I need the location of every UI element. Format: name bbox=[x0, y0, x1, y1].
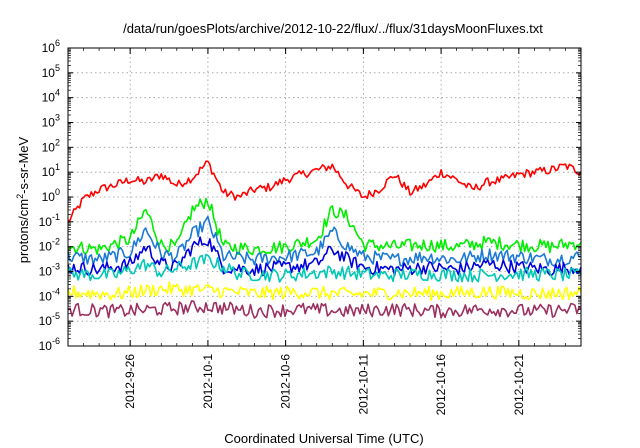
y-tick-exp: 3 bbox=[55, 113, 60, 123]
series-line bbox=[67, 236, 582, 277]
y-tick-label: 102 bbox=[42, 137, 60, 154]
y-tick-label: 100 bbox=[42, 187, 60, 204]
y-tick-label: 105 bbox=[42, 63, 60, 80]
x-tick-label: 2012-10-21 bbox=[512, 354, 526, 416]
y-tick-exp: 1 bbox=[55, 162, 60, 172]
y-tick-label: 106 bbox=[42, 38, 60, 55]
series-line bbox=[67, 300, 582, 319]
y-tick-base: 10 bbox=[39, 240, 53, 254]
y-axis-label-sup: 2 bbox=[15, 194, 25, 199]
y-tick-base: 10 bbox=[42, 91, 56, 105]
x-tick-label: 2012-9-26 bbox=[123, 354, 137, 409]
y-tick-exp: 4 bbox=[55, 88, 60, 98]
y-tick-label: 101 bbox=[42, 162, 60, 179]
y-tick-label: 10-4 bbox=[39, 286, 60, 303]
y-tick-exp: -1 bbox=[52, 212, 60, 222]
y-tick-exp: 2 bbox=[55, 137, 60, 147]
chart-title: /data/run/goesPlots/archive/2012-10-22/f… bbox=[123, 21, 543, 36]
series-line bbox=[67, 281, 582, 301]
y-tick-exp: -6 bbox=[52, 336, 60, 346]
y-tick-exp: 5 bbox=[55, 63, 60, 73]
y-tick-base: 10 bbox=[39, 215, 53, 229]
y-tick-label: 104 bbox=[42, 88, 60, 105]
y-tick-label: 10-5 bbox=[39, 311, 60, 328]
series-line bbox=[67, 197, 582, 256]
x-axis: 2012-9-26 2012-10-1 2012-10-6 2012-10-11 201… bbox=[67, 48, 582, 416]
y-tick-label: 103 bbox=[42, 113, 60, 130]
y-tick-base: 10 bbox=[42, 140, 56, 154]
y-tick-base: 10 bbox=[39, 314, 53, 328]
y-tick-base: 10 bbox=[39, 289, 53, 303]
x-tick-label: 2012-10-1 bbox=[201, 354, 215, 409]
y-tick-base: 10 bbox=[42, 41, 56, 55]
y-tick-base: 10 bbox=[39, 265, 53, 279]
grid bbox=[68, 48, 581, 346]
x-tick-label: 2012-10-6 bbox=[279, 354, 293, 409]
y-tick-exp: -5 bbox=[52, 311, 60, 321]
y-tick-exp: 6 bbox=[55, 38, 60, 48]
x-tick-label: 2012-10-11 bbox=[356, 354, 370, 415]
x-tick-label: 2012-10-16 bbox=[434, 354, 448, 416]
y-axis: 10-610-510-410-310-210-11001011021031041… bbox=[39, 38, 581, 353]
y-tick-base: 10 bbox=[42, 190, 56, 204]
y-tick-exp: 0 bbox=[55, 187, 60, 197]
y-axis-label-prefix: protons/cm bbox=[16, 199, 31, 263]
y-tick-base: 10 bbox=[42, 116, 56, 130]
y-tick-base: 10 bbox=[39, 339, 53, 353]
y-tick-base: 10 bbox=[42, 165, 56, 179]
x-axis-label: Coordinated Universal Time (UTC) bbox=[224, 431, 423, 446]
y-tick-base: 10 bbox=[42, 66, 56, 80]
y-tick-label: 10-2 bbox=[39, 237, 60, 254]
y-tick-exp: -4 bbox=[52, 286, 60, 296]
series-line bbox=[67, 215, 582, 267]
y-tick-label: 10-6 bbox=[39, 336, 60, 353]
series-line bbox=[67, 253, 582, 283]
y-axis-label-suffix: -s-sr-MeV bbox=[16, 136, 31, 193]
y-tick-label: 10-3 bbox=[39, 262, 60, 279]
y-tick-exp: -2 bbox=[52, 237, 60, 247]
series-line bbox=[67, 160, 582, 222]
series-group bbox=[67, 160, 582, 319]
y-axis-label: protons/cm2-s-sr-MeV bbox=[15, 136, 31, 263]
y-tick-exp: -3 bbox=[52, 262, 60, 272]
y-tick-label: 10-1 bbox=[39, 212, 60, 229]
